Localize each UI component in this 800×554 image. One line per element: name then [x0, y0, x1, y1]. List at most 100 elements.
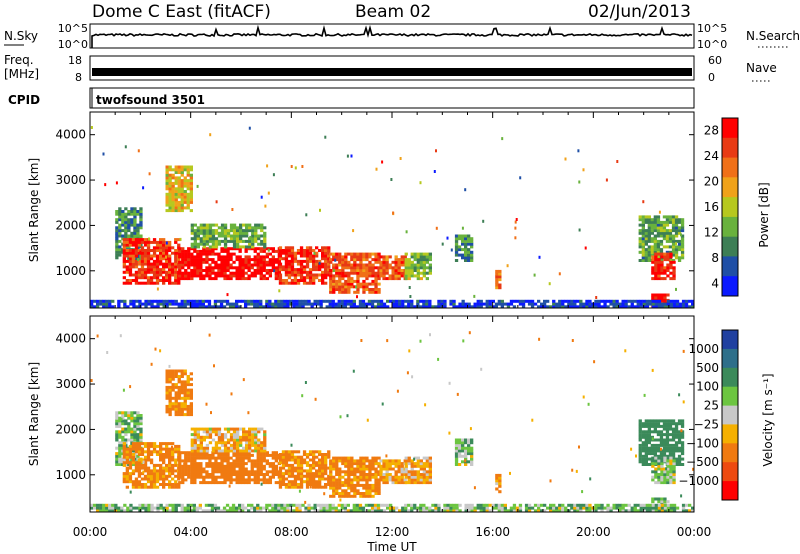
velocity-cell: [298, 509, 302, 513]
velocity-cell: [299, 474, 304, 478]
power-cell: [131, 265, 136, 269]
velocity-cell: [171, 377, 175, 381]
power-cell: [118, 212, 122, 216]
power-cell: [183, 179, 187, 183]
power-cell: [238, 247, 242, 251]
power-cell: [630, 302, 634, 306]
velocity-cell: [235, 456, 239, 460]
velocity-cell: [122, 455, 126, 459]
velocity-cell: [621, 503, 625, 507]
power-cell: [171, 281, 175, 285]
velocity-cell: [214, 459, 218, 463]
power-echo: [381, 160, 384, 164]
velocity-cell: [140, 463, 145, 467]
power-cell: [321, 265, 325, 269]
velocity-cell: [217, 470, 221, 474]
velocity-cell: [118, 446, 122, 450]
velocity-cell: [413, 478, 417, 482]
power-cell: [159, 249, 163, 252]
velocity-cell: [96, 506, 100, 510]
velocity-cell: [232, 443, 237, 447]
velocity-cell: [220, 475, 224, 479]
velocity-cell: [121, 414, 125, 417]
velocity-cell: [168, 509, 172, 513]
power-cell: [671, 248, 676, 252]
colorbar-segment: [722, 177, 738, 198]
velocity-cell: [149, 444, 154, 448]
velocity-cell: [235, 459, 239, 463]
velocity-cell: [312, 455, 316, 459]
power-cell: [672, 305, 677, 309]
velocity-cell: [143, 455, 148, 459]
velocity-cell: [136, 454, 140, 458]
freq-trace: [92, 68, 692, 76]
velocity-cell: [362, 467, 366, 471]
power-cell: [136, 256, 140, 260]
power-cell: [193, 269, 197, 272]
velocity-cell: [155, 485, 160, 489]
velocity-cell: [606, 503, 610, 507]
velocity-cell: [168, 463, 172, 467]
power-cell: [350, 269, 354, 272]
power-cell: [180, 299, 184, 303]
velocity-cell: [422, 456, 426, 460]
power-cell: [641, 231, 645, 235]
velocity-cell: [355, 503, 360, 507]
power-cell: [159, 238, 163, 242]
velocity-cell: [265, 481, 269, 485]
velocity-cell: [662, 441, 667, 445]
velocity-cell: [290, 474, 295, 478]
power-cell: [377, 252, 381, 256]
velocity-cell: [242, 438, 246, 442]
velocity-cell: [259, 470, 263, 474]
power-cell: [356, 274, 360, 278]
velocity-cell: [371, 494, 375, 498]
velocity-cell: [352, 503, 356, 507]
power-cell: [678, 302, 683, 306]
power-cell: [223, 260, 227, 264]
velocity-cell: [382, 503, 387, 507]
power-cell: [647, 231, 651, 235]
velocity-cell: [651, 478, 655, 482]
velocity-region-11: [638, 419, 685, 466]
power-cell: [217, 269, 221, 272]
power-cell: [647, 226, 651, 230]
velocity-cell: [422, 462, 426, 466]
power-cell: [467, 302, 471, 306]
power-cell: [546, 305, 550, 309]
power-cell: [205, 269, 209, 272]
power-cell: [248, 226, 252, 230]
power-cell: [149, 268, 154, 272]
power-cell: [293, 276, 298, 280]
velocity-cell: [365, 464, 369, 468]
power-cell: [190, 229, 194, 233]
velocity-cell: [660, 478, 664, 482]
power-cell: [281, 249, 286, 252]
power-cell: [136, 234, 140, 238]
velocity-cell: [177, 369, 181, 373]
power-cell: [238, 266, 242, 270]
velocity-cell: [321, 477, 325, 481]
power-cell: [228, 305, 233, 309]
power-cell: [416, 258, 420, 262]
velocity-cell: [260, 427, 264, 431]
velocity-cell: [677, 457, 682, 461]
power-echo: [514, 236, 517, 240]
velocity-cell: [241, 467, 245, 471]
power-cell: [656, 256, 661, 260]
velocity-cell: [187, 451, 191, 455]
velocity-cell: [268, 478, 272, 482]
velocity-cell: [338, 473, 342, 476]
velocity-cell: [223, 435, 228, 439]
power-cell: [648, 299, 652, 303]
power-cell: [193, 266, 197, 270]
power-cell: [663, 277, 667, 281]
velocity-cell: [226, 441, 231, 445]
power-cell: [419, 258, 423, 262]
power-cell: [226, 277, 230, 281]
velocity-cell: [256, 503, 260, 507]
power-cell: [371, 269, 375, 272]
power-cell: [177, 176, 181, 180]
nsky-panel: [89, 23, 695, 49]
velocity-cell: [238, 467, 242, 471]
